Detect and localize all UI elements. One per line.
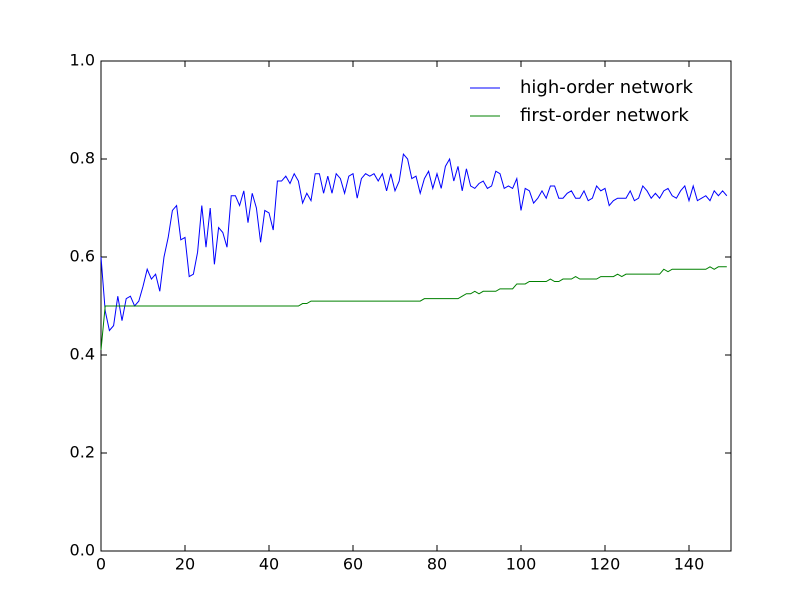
x-tick-label: 100 [506, 555, 537, 574]
y-tick-label: 0.6 [70, 247, 95, 266]
y-tick-label: 1.0 [70, 51, 95, 70]
x-tick-label: 80 [427, 555, 447, 574]
x-tick-label: 40 [259, 555, 279, 574]
y-tick-label: 0.8 [70, 149, 95, 168]
data-line [100, 152, 728, 332]
x-tick-label: 20 [175, 555, 195, 574]
data-line [100, 266, 727, 351]
x-tick-label: 0 [96, 555, 106, 574]
axes-frame [100, 60, 732, 552]
x-tick-label: 120 [590, 555, 621, 574]
legend-label: high-order network [520, 77, 693, 98]
y-tick-label: 0.4 [70, 345, 95, 364]
legend-label: first-order network [520, 105, 689, 126]
y-tick-label: 0.2 [70, 443, 95, 462]
x-tick-label: 60 [343, 555, 363, 574]
x-tick-label: 140 [674, 555, 705, 574]
y-tick-label: 0.0 [70, 541, 95, 560]
